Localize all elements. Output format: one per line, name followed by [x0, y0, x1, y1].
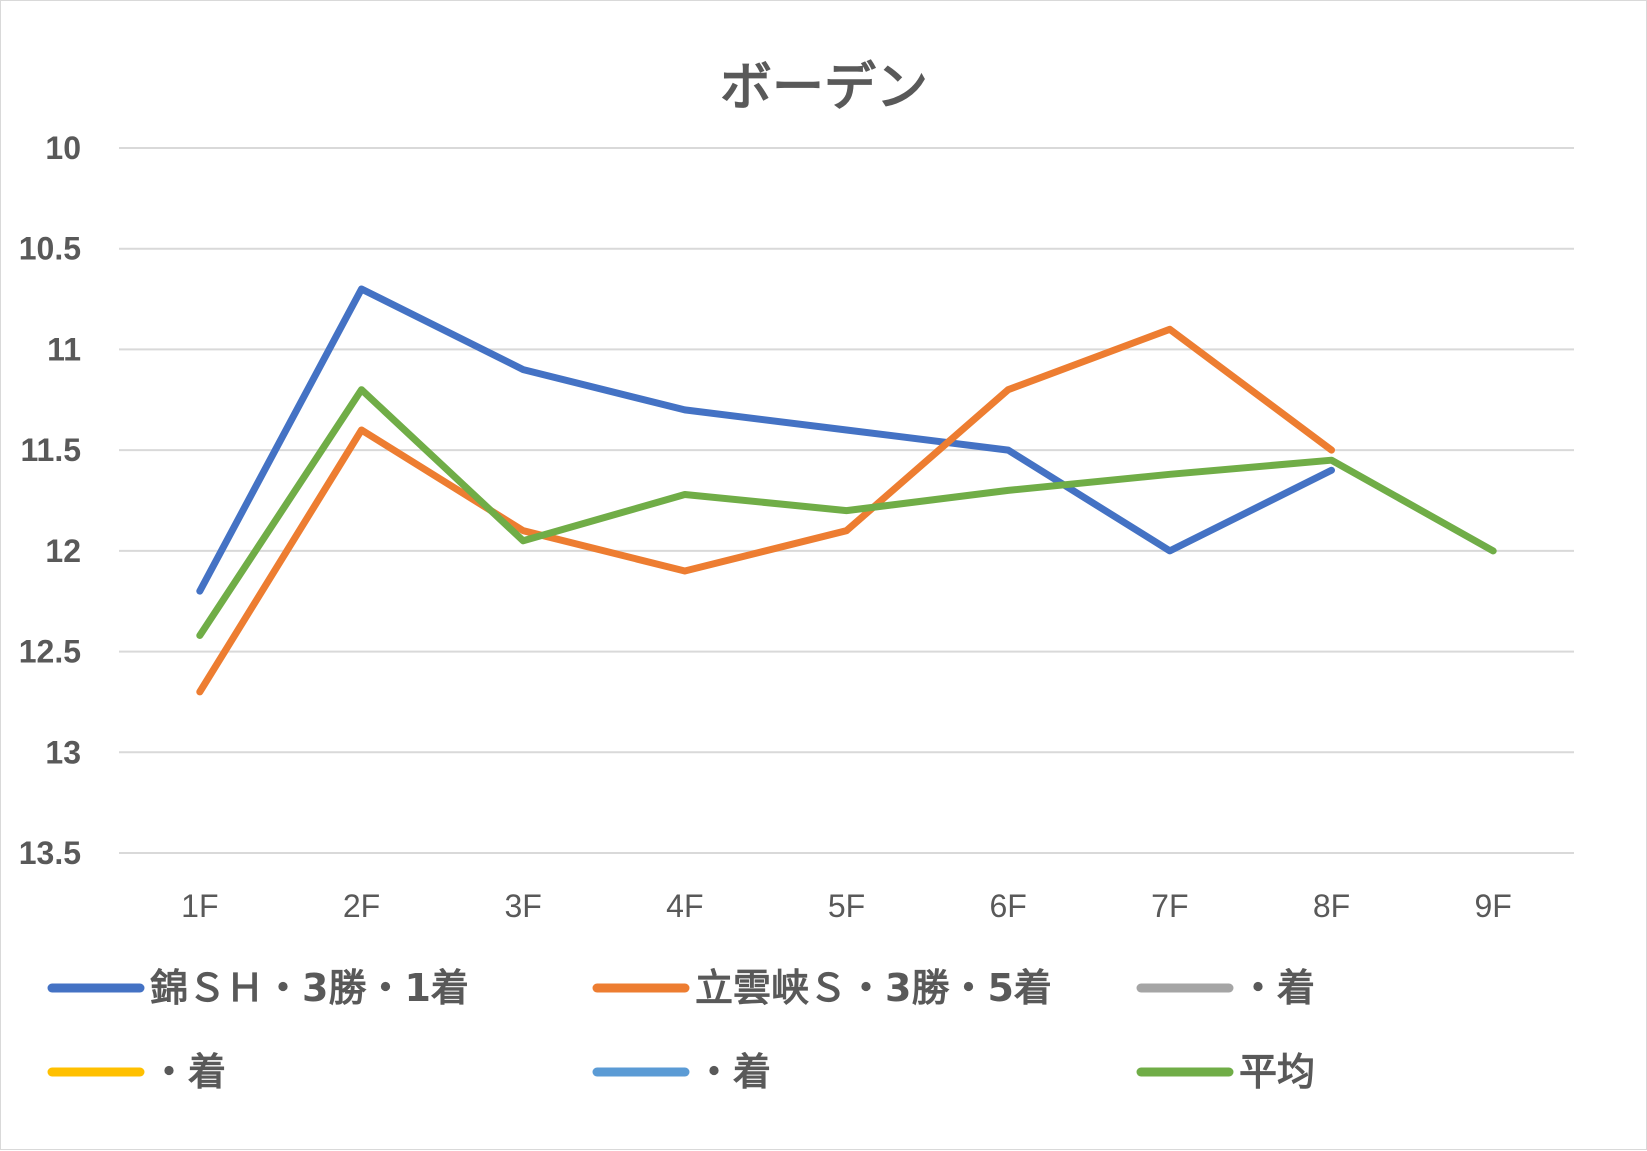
- x-axis-ticks: 1F 2F 3F 4F 5F 6F 7F 8F 9F: [181, 888, 1512, 924]
- x-tick-label: 4F: [666, 888, 703, 924]
- y-tick-label: 13.5: [19, 835, 81, 871]
- series-line-5: [196, 386, 1497, 639]
- x-tick-label: 6F: [989, 888, 1026, 924]
- y-tick-label: 11.5: [20, 432, 81, 468]
- x-tick-label: 2F: [343, 888, 380, 924]
- legend-label: 平均: [1239, 1050, 1315, 1094]
- x-tick-label: 5F: [828, 888, 865, 924]
- y-axis-ticks: 10 10.5 11 11.5 12 12.5 13 13.5: [19, 130, 81, 871]
- gridlines: [119, 147, 1574, 854]
- x-tick-label: 9F: [1474, 888, 1511, 924]
- y-tick-label: 13: [45, 734, 81, 770]
- chart-title: ボーデン: [720, 58, 928, 118]
- legend-label: 錦ＳＨ・3勝・1着: [150, 966, 469, 1010]
- x-tick-label: 1F: [181, 888, 218, 924]
- legend: 錦ＳＨ・3勝・1着 立雲峡Ｓ・3勝・5着 ・着・着 ・着 平均: [47, 966, 1315, 1094]
- x-tick-label: 3F: [504, 888, 541, 924]
- series-lines: [196, 285, 1497, 696]
- y-tick-label: 11: [47, 331, 81, 367]
- y-tick-label: 10.5: [19, 231, 81, 267]
- x-tick-label: 8F: [1313, 888, 1350, 924]
- series-line-1: [196, 325, 1335, 696]
- series-line-0: [196, 285, 1335, 595]
- legend-label: 立雲峡Ｓ・3勝・5着: [695, 966, 1052, 1010]
- legend-label: ・着: [1239, 966, 1315, 1010]
- y-tick-label: 10: [45, 130, 81, 166]
- y-tick-label: 12: [45, 533, 81, 569]
- legend-label: ・着: [695, 1050, 771, 1094]
- legend-label: ・着: [150, 1050, 226, 1094]
- y-tick-label: 12.5: [19, 634, 81, 670]
- x-tick-label: 7F: [1151, 888, 1188, 924]
